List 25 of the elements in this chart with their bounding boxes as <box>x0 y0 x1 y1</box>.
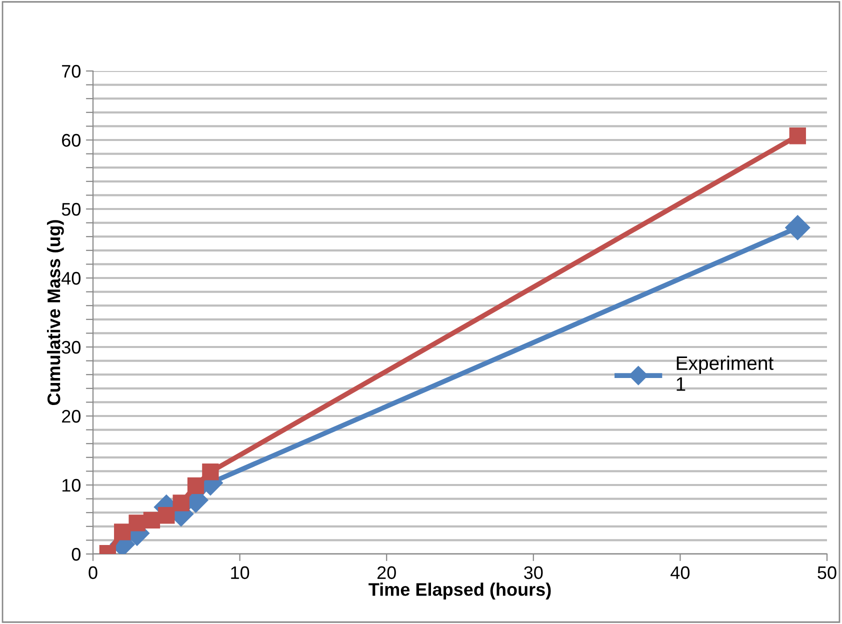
x-tick-label: 0 <box>88 566 98 580</box>
y-tick-label: 50 <box>62 202 80 216</box>
x-tick-label: 40 <box>670 566 690 580</box>
y-tick-label: 70 <box>62 64 80 78</box>
legend-label: Experiment 1 <box>676 356 774 391</box>
point <box>172 494 190 512</box>
y-tick-label: 10 <box>62 478 80 492</box>
point <box>187 477 204 494</box>
x-tick-label: 10 <box>231 566 250 580</box>
point <box>143 512 160 529</box>
point <box>202 464 219 480</box>
y-tick-label: 40 <box>62 272 80 285</box>
point <box>158 507 175 524</box>
y-tick-label: 20 <box>62 410 80 423</box>
x-axis-title: Time Elapsed (hours) <box>368 582 551 600</box>
point <box>114 524 131 540</box>
y-tick-label: 60 <box>62 134 80 147</box>
y-tick-label: 0 <box>72 548 80 561</box>
point <box>128 514 146 532</box>
x-tick-label: 30 <box>524 566 543 580</box>
x-tick-label: 20 <box>377 566 396 580</box>
x-tick-label: 50 <box>818 566 836 580</box>
y-tick-label: 30 <box>62 340 80 354</box>
point <box>789 128 806 144</box>
point <box>785 215 810 240</box>
